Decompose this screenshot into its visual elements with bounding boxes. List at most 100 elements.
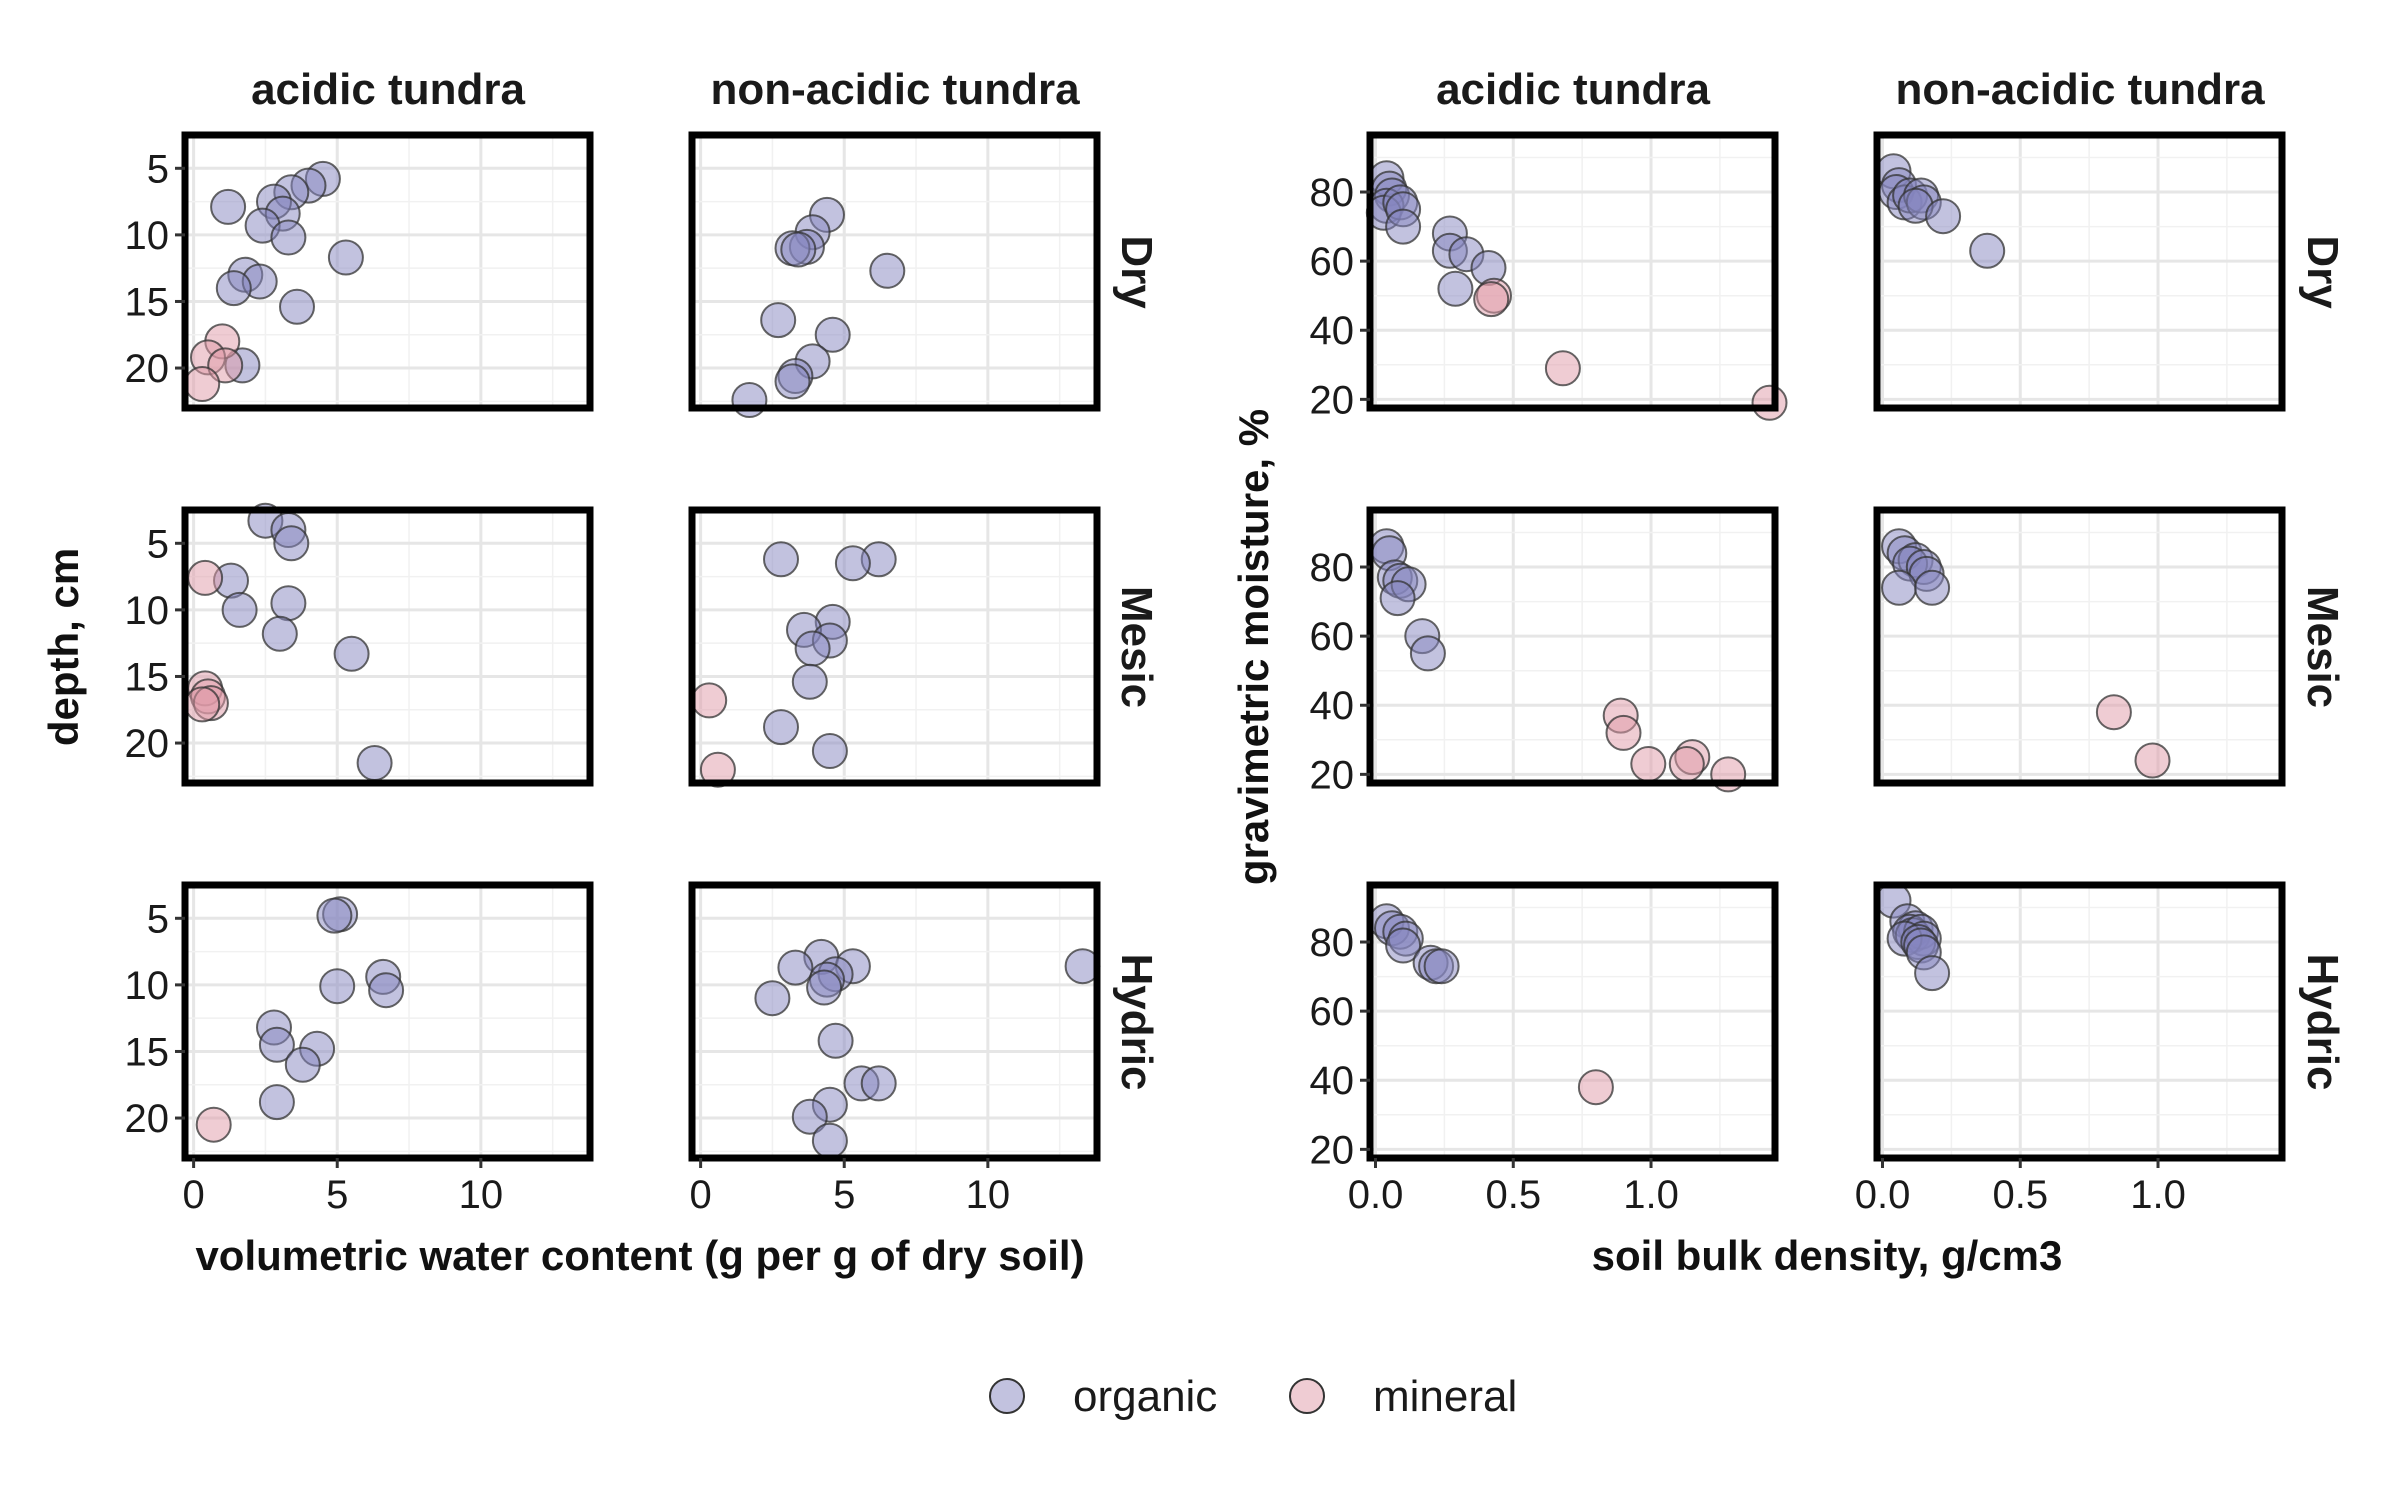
- data-point-organic: [270, 219, 307, 256]
- x-tick-label: 0: [182, 1173, 204, 1217]
- data-point-organic: [270, 585, 307, 622]
- data-point-organic: [763, 709, 799, 746]
- data-point-organic: [794, 630, 831, 667]
- data-point-organic: [811, 1122, 848, 1159]
- y-tick-label: 60: [1310, 615, 1355, 659]
- data-point-organic: [1881, 569, 1917, 606]
- x-tick-label: 0.5: [1992, 1173, 2048, 1217]
- data-point-organic: [368, 972, 405, 1009]
- data-point-organic: [1925, 198, 1962, 235]
- row-strip-left-mesic: Mesic: [1112, 586, 1161, 708]
- y-tick-label: 5: [147, 147, 169, 191]
- legend-label-mineral: mineral: [1373, 1372, 1517, 1421]
- data-point-mineral: [1605, 714, 1642, 751]
- data-point-organic: [1914, 955, 1951, 992]
- x-tick-label: 5: [833, 1173, 855, 1217]
- panel-frame: [181, 506, 594, 787]
- right-x-axis-title: soil bulk density, g/cm3: [1592, 1232, 2063, 1279]
- panel-left-mesic-non-acidic-tundra: [688, 506, 1101, 788]
- data-point-organic: [258, 1084, 295, 1121]
- data-point-organic: [760, 302, 797, 339]
- y-tick-label: 80: [1310, 546, 1355, 590]
- data-point-organic: [780, 231, 817, 268]
- left-x-axis-title: volumetric water content (g per g of dry…: [195, 1232, 1084, 1279]
- data-point-organic: [333, 635, 370, 672]
- y-tick-label: 40: [1310, 309, 1355, 353]
- data-point-organic: [814, 316, 851, 353]
- data-point-organic: [791, 1098, 828, 1135]
- panel-left-dry-acidic-tundra: 5 10 15 20: [125, 131, 594, 412]
- y-tick-label: 60: [1310, 240, 1355, 284]
- panel-frame: [1873, 881, 2286, 1162]
- legend-key-mineral: [1289, 1378, 1325, 1414]
- data-point-mineral: [187, 559, 224, 596]
- data-point-mineral: [699, 751, 736, 788]
- data-point-organic: [1385, 208, 1422, 245]
- panel-right-dry-non-acidic-tundra: [1873, 131, 2286, 412]
- left-y-axis-title: depth, cm: [40, 548, 87, 746]
- data-point-mineral: [1630, 746, 1667, 782]
- data-point-organic: [1385, 927, 1422, 964]
- panel-frame: [181, 881, 594, 1162]
- data-point-organic: [261, 615, 298, 652]
- data-point-mineral: [1751, 384, 1788, 421]
- y-tick-label: 20: [125, 1097, 170, 1141]
- legend-label-organic: organic: [1073, 1372, 1217, 1421]
- legend: organic mineral: [989, 1372, 1517, 1421]
- y-tick-label: 20: [125, 347, 170, 391]
- y-tick-label: 80: [1310, 921, 1355, 965]
- data-point-organic: [273, 525, 310, 562]
- data-point-mineral: [1473, 281, 1510, 318]
- data-point-organic: [221, 591, 258, 628]
- data-point-organic: [279, 288, 315, 325]
- data-point-organic: [284, 1046, 321, 1083]
- panel-frame: [1873, 506, 2286, 787]
- panel-frame: [688, 506, 1101, 787]
- y-tick-label: 20: [1310, 1128, 1355, 1172]
- panel-left-mesic-acidic-tundra: 5 10 15 20: [125, 502, 594, 787]
- data-point-mineral: [195, 1106, 232, 1143]
- panel-frame: [1366, 506, 1779, 787]
- y-tick-label: 20: [1310, 378, 1355, 422]
- row-strip-right-mesic: Mesic: [2298, 586, 2347, 708]
- x-tick-label: 1.0: [2130, 1173, 2186, 1217]
- data-point-organic: [356, 745, 393, 781]
- data-point-organic: [1969, 232, 2006, 269]
- data-point-organic: [754, 980, 791, 1017]
- panel-left-hydric-acidic-tundra: 5 10 15 20 0 5 10: [125, 881, 594, 1217]
- y-tick-label: 5: [147, 897, 169, 941]
- y-tick-label: 15: [125, 655, 170, 699]
- data-point-mineral: [1577, 1069, 1614, 1106]
- panel-left-hydric-non-acidic-tundra: 0 5 10: [688, 881, 1101, 1217]
- col-strip-left-acidic: acidic tundra: [251, 65, 525, 114]
- data-point-mineral: [184, 686, 221, 723]
- data-point-organic: [316, 897, 353, 934]
- y-tick-label: 10: [125, 964, 170, 1008]
- data-point-organic: [869, 252, 906, 289]
- y-tick-label: 40: [1310, 1059, 1355, 1103]
- data-point-organic: [258, 1026, 295, 1063]
- data-point-organic: [327, 239, 364, 276]
- y-tick-label: 80: [1310, 171, 1355, 215]
- data-point-organic: [215, 270, 252, 307]
- data-point-organic: [774, 363, 811, 400]
- data-point-mineral: [1544, 350, 1581, 387]
- panel-right-hydric-acidic-tundra: 20 40 60 80 0.0 0.5 1.0: [1310, 881, 1779, 1217]
- data-point-mineral: [2095, 694, 2132, 731]
- y-tick-label: 10: [125, 589, 170, 633]
- panels-layer: 5 10 15 20 5 10 15 20 5 10 15 20 0 5 10 0 5 10 20 40 60 80 20 4…: [125, 131, 2286, 1217]
- data-point-organic: [210, 188, 247, 225]
- y-tick-label: 10: [125, 214, 170, 258]
- panel-right-dry-acidic-tundra: 20 40 60 80: [1310, 131, 1788, 422]
- panel-frame: [1366, 131, 1779, 412]
- panel-frame: [688, 881, 1101, 1162]
- data-point-mineral: [691, 682, 728, 719]
- legend-key-organic: [989, 1378, 1025, 1414]
- data-point-organic: [731, 382, 768, 418]
- data-point-organic: [860, 1065, 897, 1102]
- data-point-organic: [319, 968, 356, 1005]
- data-point-organic: [817, 1022, 854, 1059]
- data-point-organic: [806, 969, 843, 1006]
- row-strip-right-dry: Dry: [2298, 235, 2347, 309]
- x-tick-label: 10: [459, 1173, 504, 1217]
